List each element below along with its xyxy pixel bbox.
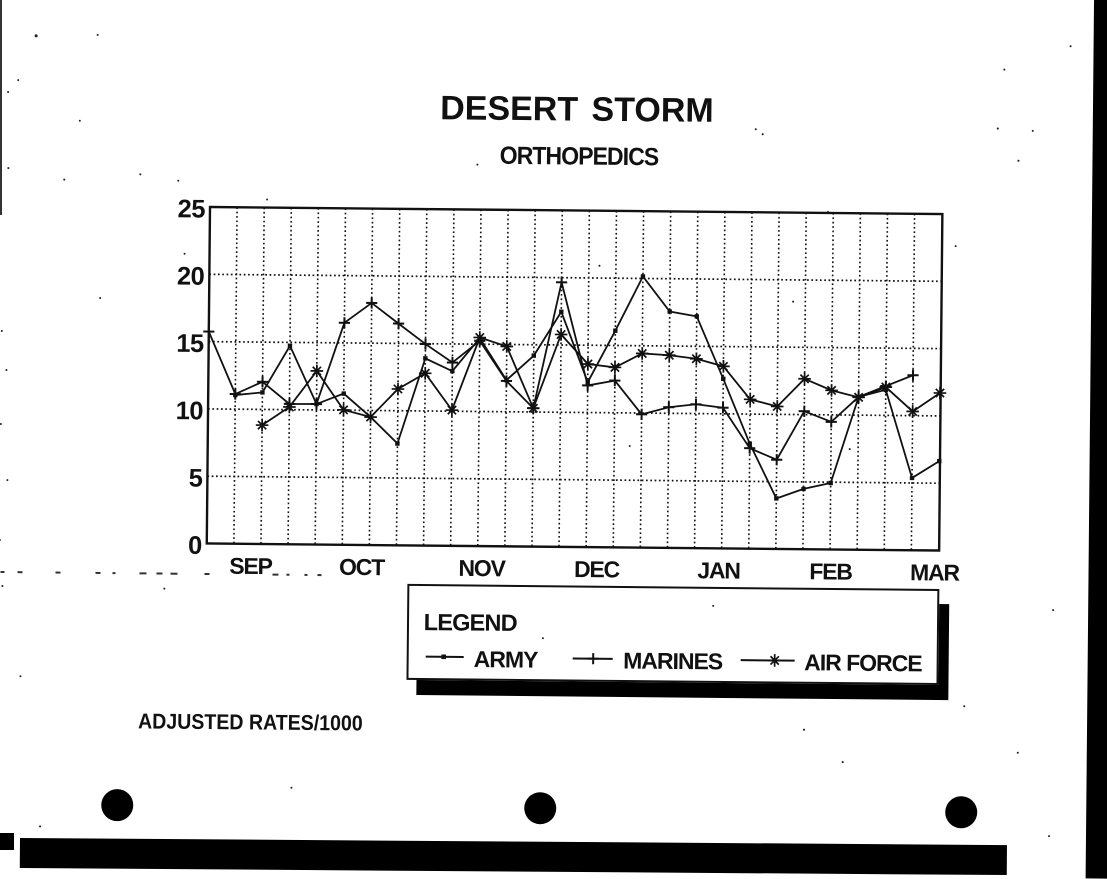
svg-text:AIR FORCE: AIR FORCE: [804, 649, 922, 676]
svg-text:20: 20: [177, 262, 205, 290]
svg-text:SEP: SEP: [229, 553, 273, 579]
svg-text:25: 25: [177, 195, 205, 223]
svg-text:OCT: OCT: [339, 554, 385, 580]
svg-text:10: 10: [176, 397, 204, 425]
svg-text:15: 15: [176, 330, 204, 358]
svg-text:MARINES: MARINES: [623, 647, 723, 674]
svg-text:0: 0: [188, 532, 202, 560]
svg-text:ARMY: ARMY: [474, 646, 539, 673]
svg-text:5: 5: [189, 465, 203, 493]
